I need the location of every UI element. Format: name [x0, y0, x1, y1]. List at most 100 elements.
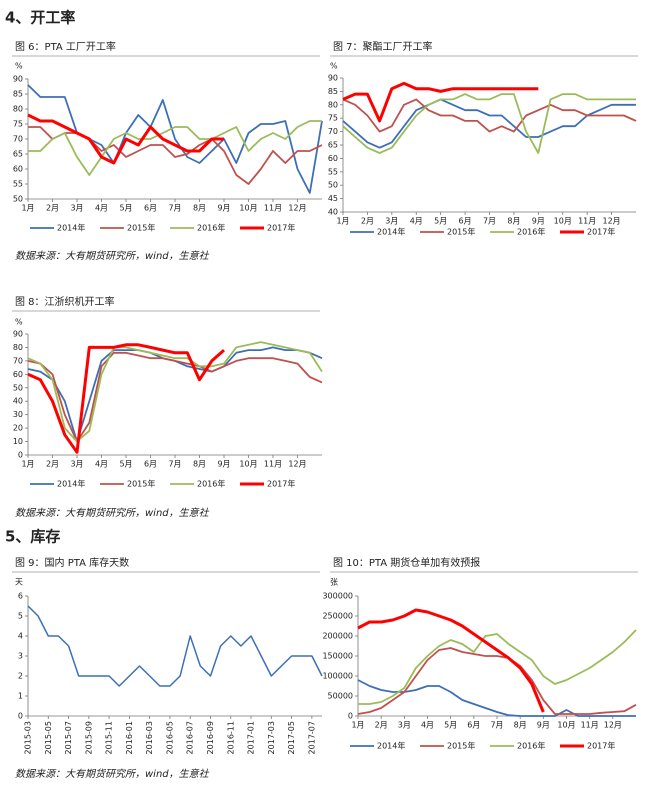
y-tick-label: 50000	[328, 692, 353, 701]
section-heading: 4、开工率	[5, 9, 75, 27]
legend-label: 2014年	[377, 741, 405, 751]
x-tick-label: 1月	[351, 721, 364, 730]
y-tick-label: 4	[18, 632, 23, 641]
y-tick-label: 40	[13, 397, 23, 406]
series-line	[357, 647, 637, 715]
y-tick-label: 200000	[322, 632, 353, 641]
y-tick-label: 70	[13, 135, 23, 144]
x-tick-label: 4月	[410, 217, 423, 226]
x-tick-label: 5月	[444, 721, 457, 730]
x-tick-label: 6月	[144, 460, 157, 469]
legend-label: 2015年	[127, 223, 155, 233]
x-tick-label: 10月	[554, 217, 572, 226]
x-tick-label: 10月	[557, 721, 575, 730]
x-tick-label: 4月	[421, 721, 434, 730]
x-tick-label: 7月	[168, 204, 181, 213]
y-tick-label: 5	[18, 612, 23, 621]
x-tick-label: 2015-11	[105, 721, 114, 754]
x-tick-label: 9月	[532, 217, 545, 226]
y-tick-label: 40	[328, 208, 338, 217]
y-tick-label: 85	[328, 87, 338, 96]
x-tick-label: 8月	[507, 217, 520, 226]
x-tick-label: 2017-05	[287, 721, 296, 754]
chart-title: 图 8：江浙织机开工率	[15, 295, 115, 308]
y-tick-label: 60	[328, 154, 338, 163]
y-tick-label: 30	[13, 410, 23, 419]
chart-title: 图 6：PTA 工厂开工率	[15, 40, 116, 53]
y-tick-label: 65	[13, 150, 23, 159]
x-tick-label: 5月	[119, 460, 132, 469]
y-tick-label: 55	[13, 180, 23, 189]
x-tick-label: 2016-01	[125, 721, 134, 754]
y-tick-label: 6	[18, 592, 23, 601]
x-tick-label: 2月	[375, 721, 388, 730]
x-tick-label: 11月	[264, 204, 282, 213]
x-tick-label: 12月	[288, 204, 306, 213]
x-tick-label: 3月	[70, 204, 83, 213]
series-line	[27, 605, 323, 687]
series-line	[342, 98, 636, 149]
legend-label: 2017年	[587, 227, 615, 237]
y-tick-label: 80	[13, 105, 23, 114]
y-tick-label: 70	[13, 356, 23, 365]
chart-title: 图 7：聚酯工厂开工率	[333, 40, 433, 53]
x-tick-label: 2015-05	[44, 721, 53, 754]
series-line	[27, 84, 323, 194]
y-tick-label: 80	[13, 343, 23, 352]
x-tick-label: 6月	[144, 204, 157, 213]
x-tick-label: 9月	[217, 460, 230, 469]
source: 数据来源：大有期货研究所，wind，生意社	[15, 768, 210, 780]
y-tick-label: 50	[13, 195, 23, 204]
x-tick-label: 7月	[483, 217, 496, 226]
y-tick-label: 70	[328, 127, 338, 136]
x-tick-label: 8月	[193, 204, 206, 213]
chart-title: 图 10：PTA 期货仓单加有效预报	[333, 556, 480, 569]
x-tick-label: 2月	[361, 217, 374, 226]
x-tick-label: 9月	[217, 204, 230, 213]
x-tick-label: 7月	[490, 721, 503, 730]
x-tick-label: 1月	[21, 204, 34, 213]
source: 数据来源：大有期货研究所，wind，生意社	[15, 250, 210, 262]
x-tick-label: 2016-09	[206, 721, 215, 754]
x-tick-label: 9月	[537, 721, 550, 730]
x-tick-label: 2017-07	[307, 721, 316, 754]
x-tick-label: 2015-07	[64, 721, 73, 754]
y-tick-label: 0	[18, 451, 23, 460]
x-tick-label: 6月	[467, 721, 480, 730]
legend-label: 2014年	[377, 227, 405, 237]
series-line	[28, 120, 322, 176]
section-heading: 5、库存	[5, 528, 60, 546]
x-tick-label: 7月	[168, 460, 181, 469]
x-tick-label: 2016-05	[165, 721, 174, 754]
y-tick-label: 80	[328, 100, 338, 109]
legend-label: 2016年	[517, 741, 545, 751]
legend-label: 2015年	[127, 479, 155, 489]
x-tick-label: 2016-07	[186, 721, 195, 754]
y-axis-label: 张	[330, 578, 338, 587]
legend-label: 2017年	[267, 223, 295, 233]
x-tick-label: 2015-03	[24, 721, 33, 754]
series-line	[342, 81, 539, 123]
y-axis-label: %	[330, 62, 338, 71]
x-tick-label: 1月	[21, 460, 34, 469]
y-tick-label: 60	[13, 165, 23, 174]
y-tick-label: 0	[348, 712, 353, 721]
y-tick-label: 75	[13, 120, 23, 129]
x-tick-label: 11月	[581, 721, 599, 730]
y-tick-label: 2	[18, 672, 23, 681]
x-tick-label: 2017-01	[247, 721, 256, 754]
x-tick-label: 11月	[578, 217, 596, 226]
x-tick-label: 10月	[239, 204, 257, 213]
y-tick-label: 90	[13, 75, 23, 84]
y-tick-label: 55	[328, 167, 338, 176]
y-tick-label: 300000	[322, 592, 353, 601]
y-tick-label: 100000	[322, 672, 353, 681]
legend-label: 2014年	[57, 223, 85, 233]
y-tick-label: 50	[13, 383, 23, 392]
x-tick-label: 2月	[46, 204, 59, 213]
x-tick-label: 3月	[385, 217, 398, 226]
y-tick-label: 50	[328, 181, 338, 190]
y-axis-label: %	[15, 62, 23, 71]
y-tick-label: 10	[13, 437, 23, 446]
y-tick-label: 85	[13, 90, 23, 99]
